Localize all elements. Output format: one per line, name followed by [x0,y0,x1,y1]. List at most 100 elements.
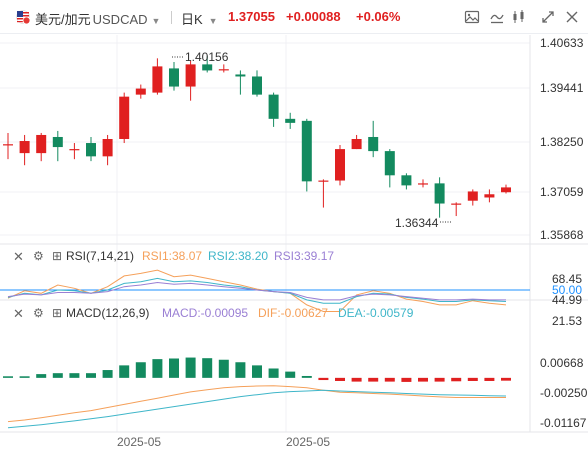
macd-bar [484,377,495,381]
period-label: 日K [181,12,203,27]
rsi-series [7,269,507,312]
chevron-down-icon: ▼ [151,16,161,26]
candle-body [119,96,130,139]
candle-body [285,118,296,123]
macd-bar [384,377,395,382]
candle-body [185,64,196,87]
macd-bar [335,377,345,381]
time-axis: 2025-05 2025-05 [117,435,330,449]
price-tick: 1.35868 [540,228,584,242]
chevron-down-icon: ▼ [208,16,218,26]
macd-bar [102,370,113,378]
macd-series [7,385,507,429]
macd-tick: -0.01167 [540,416,587,430]
collapse-icon[interactable]: ✕ [13,306,24,321]
candle-body [69,149,80,151]
candle-body [3,144,13,146]
macd-bar [152,359,163,378]
macd-bar [467,377,478,381]
macd-axis: 0.00668 -0.00250 -0.01167 [540,356,588,430]
candle-body [451,203,462,205]
settings-icon[interactable]: ⚙ [33,306,44,320]
dea-value: DEA:-0.00579 [338,306,414,320]
candle-body [52,136,63,148]
macd-tick: -0.00250 [540,386,588,400]
candle-body [135,88,146,95]
price-tick: 1.37059 [540,185,584,199]
price-axis: 1.40633 1.39441 1.38250 1.37059 1.35868 [540,36,584,242]
candle-body [235,74,246,77]
macd-bar [252,365,262,378]
macd-bar [418,377,428,382]
candle-body [418,183,428,185]
price-tick: 1.38250 [540,135,584,149]
candle-body [152,66,163,93]
rsi1-value: RSI1:38.07 [142,249,203,263]
draw-icon[interactable] [489,9,505,25]
indicator-icon[interactable]: ⊞ [52,306,63,320]
low-label: 1.36344 [395,216,439,230]
collapse-icon[interactable]: ✕ [13,249,24,264]
dea-line [7,389,507,429]
candle-body [252,76,262,95]
image-icon[interactable] [464,9,480,25]
candlestick-series [3,56,511,218]
rsi3-value: RSI3:39.17 [274,249,335,263]
time-tick: 2025-05 [117,435,161,449]
macd-bar [52,373,63,378]
rsi3-line [7,281,506,301]
macd-bar [368,377,379,382]
settings-icon[interactable]: ⚙ [33,249,44,263]
macd-bar [19,376,30,378]
candle-body [368,136,379,152]
candle-body [351,139,362,150]
high-label: 1.40156 [185,50,229,64]
candle-body [467,191,478,201]
candle-body [268,94,279,119]
fullscreen-icon[interactable] [540,9,556,25]
macd-bar [69,373,80,378]
symbol-selector[interactable]: 美元/加元 USDCAD ▼ [35,9,160,28]
price-tick: 1.39441 [540,81,584,95]
macd-bar [451,377,462,382]
macd-bar [268,368,279,378]
candle-type-icon[interactable] [511,9,527,25]
candle-body [434,183,445,204]
macd-bar [351,377,362,382]
macd-bar [185,357,196,378]
indicator-icon[interactable]: ⊞ [52,249,63,263]
macd-bar [86,373,96,378]
macd-tick: 0.00668 [540,356,584,370]
rsi-tick: 50.00 [552,283,582,297]
candle-body [501,187,511,193]
candle-body [318,180,329,182]
rsi-tick: 44.99 [552,293,582,307]
macd-bar [235,362,246,378]
candle-body [401,175,412,186]
period-selector[interactable]: 日K ▼ [181,9,218,28]
rsi-axis: 68.45 50.00 44.99 21.53 [552,272,582,328]
chart-header: 美元/加元 USDCAD ▼ 日K ▼ 1.37055 +0.00088 +0.06% [0,0,588,34]
candle-body [218,69,229,71]
low-marker: 1.36344 [395,216,452,230]
macd-bar [501,377,511,381]
candle-body [169,68,179,87]
candle-body [86,143,96,157]
us-flag-icon [16,10,31,24]
macd-bar [434,377,445,382]
macd-bar [401,377,412,382]
macd-bar [169,358,179,378]
main-grid [0,35,530,432]
price-change-percent: +0.06% [356,9,401,24]
candle-body [301,120,312,182]
candle-body [202,64,213,71]
dif-value: DIF:-0.00627 [258,306,329,320]
macd-bar [202,358,213,378]
rsi-tick: 68.45 [552,272,582,286]
candle-body [102,139,113,157]
close-icon[interactable] [564,9,580,25]
candle-body [19,141,30,154]
macd-bar [3,376,13,378]
time-tick: 2025-05 [286,435,330,449]
